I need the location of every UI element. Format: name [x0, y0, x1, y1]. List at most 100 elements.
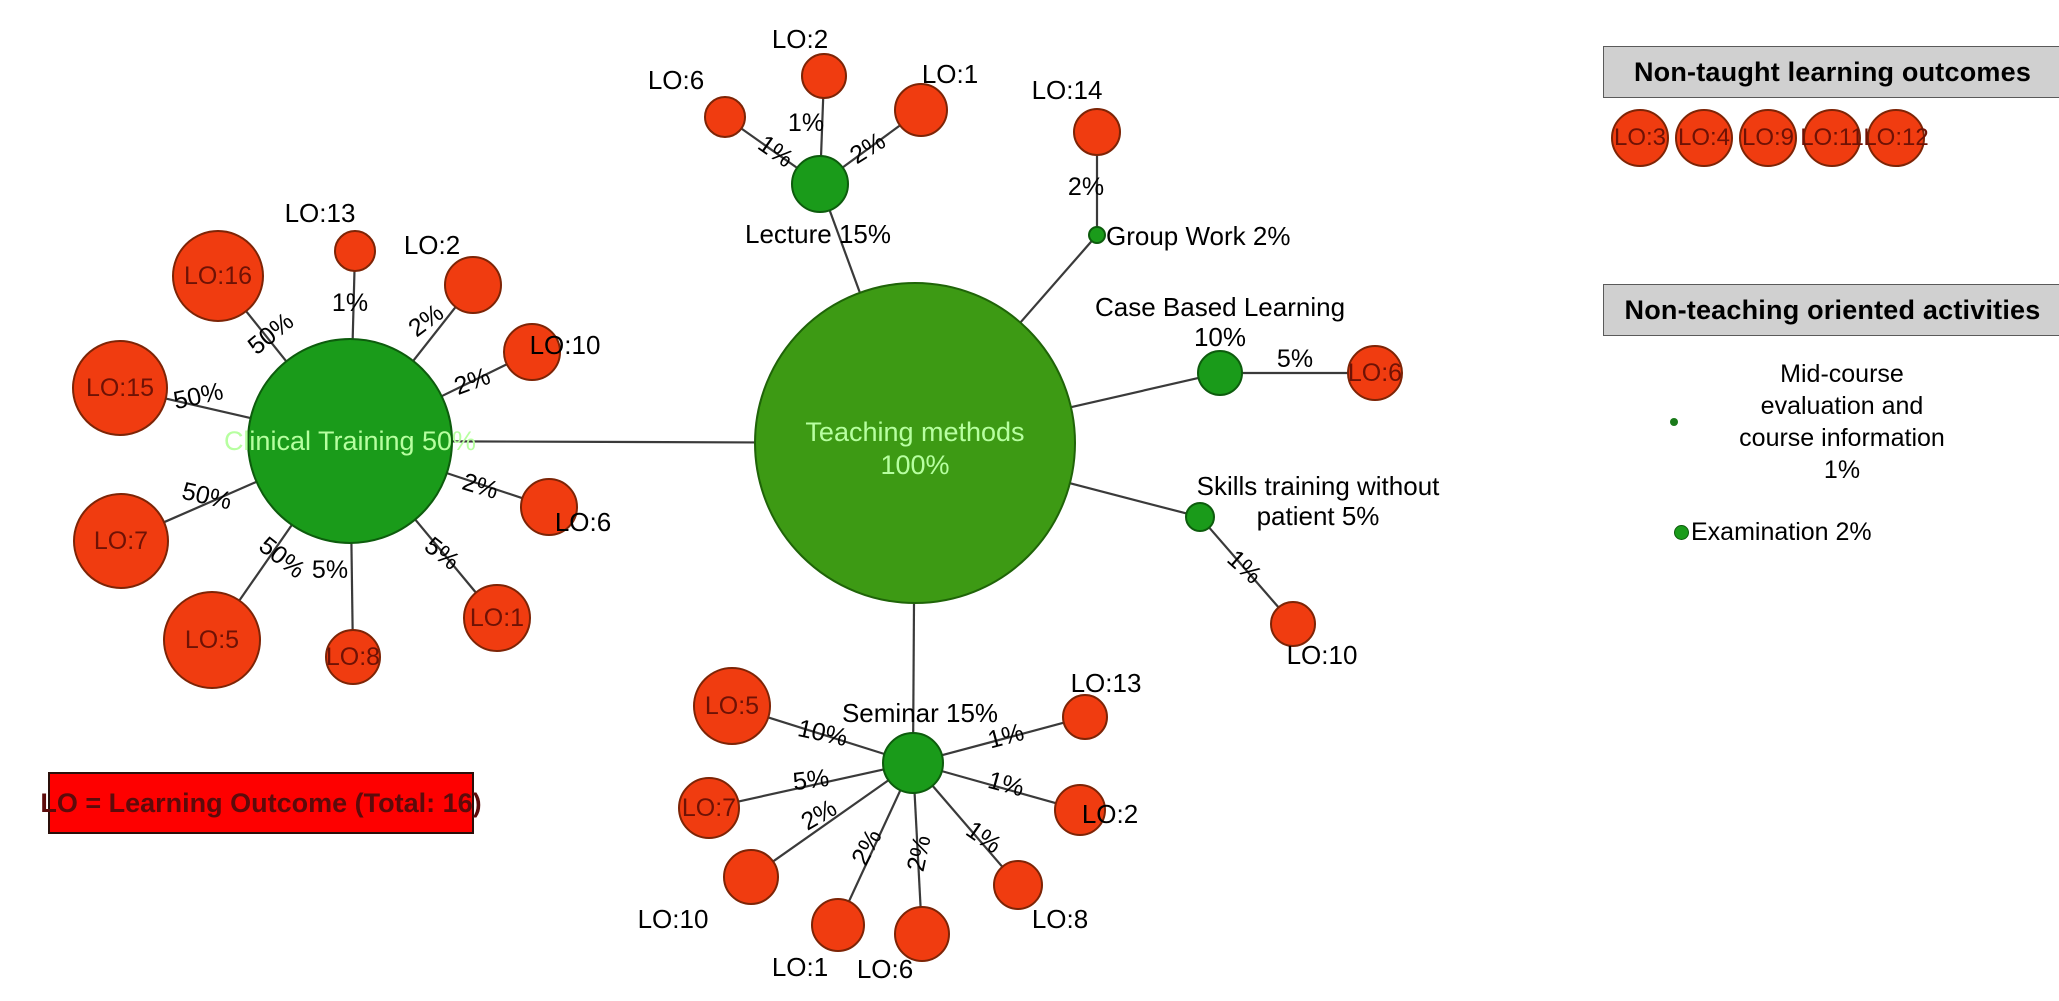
label-clinical-training-lo1: LO:1	[470, 604, 524, 632]
legend-non-taught-chips: LO:3 LO:4 LO:9 LO:11 LO:12	[1611, 108, 2059, 168]
node-lecture-lo6[interactable]	[704, 96, 746, 138]
node-clinical-training[interactable]	[247, 338, 453, 544]
node-teaching-methods[interactable]	[754, 282, 1076, 604]
node-clinical-training-lo13[interactable]	[334, 230, 376, 272]
label-case-based-learning: Case Based Learning	[1095, 292, 1345, 322]
label-clinical-training-lo7: LO:7	[94, 527, 148, 555]
edge-clinical-training-to-LO1	[414, 518, 477, 594]
legend-line: course information	[1739, 424, 1945, 452]
edge-seminar-to-LO5	[767, 716, 885, 756]
node-clinical-training-lo2[interactable]	[444, 256, 502, 314]
node-group-work[interactable]	[1088, 226, 1106, 244]
edge-lecture-to-LO6	[740, 127, 798, 169]
edge-clinical-training-to-LO16	[245, 310, 288, 363]
edge-clinical-training-to-LO7	[163, 480, 257, 524]
node-case-based-learning-lo6[interactable]	[1347, 345, 1403, 401]
edge-seminar-to-LO1	[847, 789, 902, 902]
node-case-based-learning[interactable]	[1197, 350, 1243, 396]
node-group-work-lo14[interactable]	[1073, 108, 1121, 156]
edge-percent-clinical-training-lo16: 50%	[243, 307, 300, 360]
node-clinical-training-lo1[interactable]	[463, 584, 531, 652]
node-clinical-training-lo8[interactable]	[325, 629, 381, 685]
node-seminar-lo1[interactable]	[811, 898, 865, 952]
edge-percent-lecture-lo2: 1%	[788, 109, 824, 137]
label-seminar-lo5: LO:5	[705, 692, 759, 720]
edge-seminar-to-LO8	[931, 785, 1004, 868]
legend-line: 1%	[1823, 456, 1861, 484]
lo-chip: LO:12	[1863, 109, 1929, 167]
label-clinical-training-lo8: LO:8	[326, 643, 380, 671]
edge-percent-clinical-training-lo13: 1%	[332, 289, 368, 317]
node-clinical-training-lo7[interactable]	[73, 493, 169, 589]
legend-line: evaluation and	[1760, 392, 1924, 420]
label-seminar-lo8: LO:8	[1032, 904, 1088, 934]
node-clinical-training-lo6[interactable]	[520, 478, 578, 536]
edge-clinical-training-to-LO8	[350, 542, 354, 631]
edge-percent-clinical-training-lo1: 5%	[419, 532, 465, 576]
edges-layer	[163, 97, 1348, 908]
hub-label-line1: Teaching methods	[805, 417, 1024, 447]
label-lecture-lo2: LO:2	[772, 24, 828, 54]
lo-chip: LO:9	[1739, 109, 1797, 167]
node-seminar-lo7[interactable]	[678, 777, 740, 839]
node-skills-training-without-patient-lo10[interactable]	[1270, 601, 1316, 647]
edge-percent-clinical-training-lo2: 2%	[403, 299, 449, 343]
node-lecture[interactable]	[791, 155, 849, 213]
label-case-based-learning-lo6: LO:6	[1348, 359, 1402, 387]
edge-percent-clinical-training-lo8: 5%	[312, 556, 348, 584]
label-skills-training-without-patient: Skills training without	[1197, 471, 1441, 501]
edge-percent-seminar-lo2: 1%	[985, 766, 1027, 802]
edge-percent-clinical-training-lo7: 50%	[179, 477, 234, 516]
label-seminar-lo6: LO:6	[857, 954, 913, 984]
node-seminar-lo8[interactable]	[993, 860, 1043, 910]
node-seminar-lo2[interactable]	[1054, 784, 1106, 836]
node-lecture-lo2[interactable]	[801, 53, 847, 99]
lo-chip: LO:3	[1611, 109, 1669, 167]
edge-clinical-training-to-LO5	[238, 524, 293, 602]
edge-seminar-to-LO2	[941, 770, 1057, 805]
edge-lecture-to-LO1	[841, 124, 901, 169]
legend-non-taught-header: Non-taught learning outcomes	[1603, 46, 2059, 98]
label-seminar-lo2: LO:2	[1082, 799, 1138, 829]
edge-seminar-to-LO13	[941, 721, 1065, 757]
label-seminar-lo13: LO:13	[1071, 668, 1142, 698]
node-clinical-training-lo16[interactable]	[172, 230, 264, 322]
edge-percent-seminar-lo8: 1%	[961, 816, 1007, 860]
node-seminar-lo6[interactable]	[894, 906, 950, 962]
label-seminar-lo1: LO:1	[772, 952, 828, 982]
node-clinical-training-lo15[interactable]	[72, 340, 168, 436]
edge-percent-case-based-learning-lo6: 5%	[1277, 345, 1313, 373]
edge-lecture-to-LO2	[819, 97, 825, 157]
edge-hub-to-skills-training-without-patient	[1069, 482, 1187, 515]
nodes-layer	[72, 53, 1403, 962]
label-lecture-lo6: LO:6	[648, 65, 704, 95]
edge-hub-to-case-based-learning	[1070, 376, 1199, 409]
node-seminar-lo13[interactable]	[1062, 694, 1108, 740]
edge-clinical-training-to-LO6	[446, 472, 523, 500]
node-clinical-training-lo10[interactable]	[503, 323, 561, 381]
lo-key-box: LO = Learning Outcome (Total: 16)	[40, 772, 482, 834]
node-skills-training-without-patient[interactable]	[1185, 502, 1215, 532]
edge-hub-to-clinical-training	[451, 440, 756, 444]
node-seminar[interactable]	[882, 732, 944, 794]
edge-percent-lecture-lo1: 2%	[845, 127, 890, 170]
label-skills-training-without-patient-lo10: LO:10	[1287, 640, 1358, 670]
edge-skills-training-without-patient-to-LO10	[1208, 526, 1280, 609]
label-seminar-lo10: LO:10	[638, 904, 709, 934]
node-seminar-lo5[interactable]	[693, 667, 771, 745]
hub-label-percent: 100%	[880, 450, 949, 480]
node-lecture-lo1[interactable]	[894, 83, 948, 137]
node-seminar-lo10[interactable]	[723, 849, 779, 905]
legend-examination-label: Examination 2%	[1691, 518, 1872, 546]
label-lecture-lo1: LO:1	[922, 59, 978, 89]
lo-chip: LO:11	[1800, 109, 1864, 167]
label-clinical-training: Clinical Training 50%	[224, 426, 476, 456]
legend-mid-course-label: Mid-course evaluation and course informa…	[1684, 358, 2000, 486]
green-dot-icon	[1670, 418, 1678, 426]
lo-chip: LO:4	[1675, 109, 1733, 167]
node-clinical-training-lo5[interactable]	[163, 591, 261, 689]
edge-hub-to-group-work	[1019, 240, 1093, 324]
edge-percent-clinical-training-lo5: 50%	[254, 531, 311, 584]
